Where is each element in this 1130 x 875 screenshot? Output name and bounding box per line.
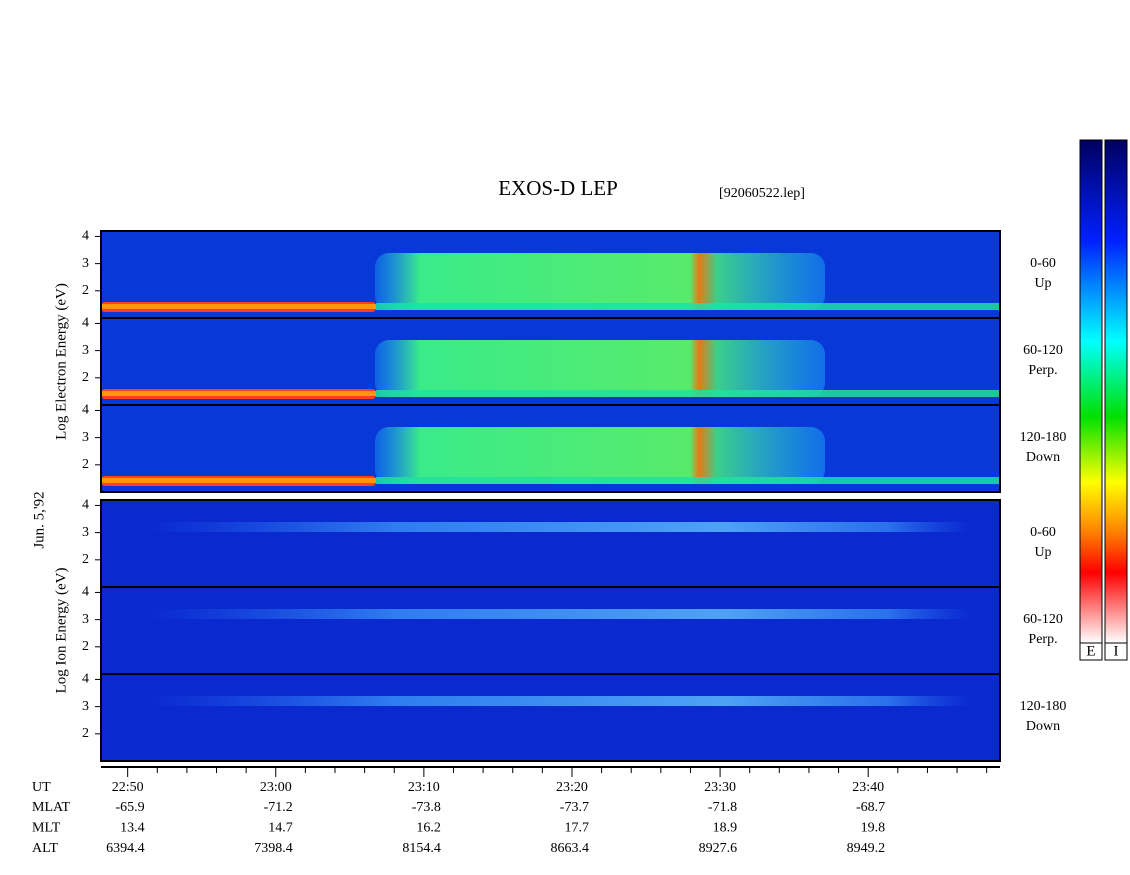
ephemeris-value: -73.8: [412, 800, 441, 815]
y-tick-label: 4: [82, 585, 89, 600]
date-label: Jun. 5,'92: [31, 491, 47, 548]
ephemeris-value: -68.7: [856, 800, 885, 815]
ephemeris-value: 8154.4: [402, 841, 441, 856]
ephemeris-value: 17.7: [564, 821, 589, 836]
colorbar-label: E: [1086, 643, 1095, 659]
y-tick-label: 4: [82, 498, 89, 513]
spectrogram-feature: [376, 477, 1000, 484]
channel-label: 0-60: [1030, 525, 1056, 540]
spectrogram-feature: [150, 609, 970, 619]
spectrogram-feature: [375, 427, 825, 484]
ephemeris-value: -71.8: [708, 800, 737, 815]
channel-label: Up: [1034, 276, 1051, 291]
spectrogram-feature: [376, 390, 1000, 397]
spectrogram-feature: [375, 340, 825, 397]
channel-label: Down: [1026, 450, 1060, 465]
channel-label: 60-120: [1023, 612, 1063, 627]
ephemeris-value: 14.7: [268, 821, 293, 836]
row-label: MLAT: [32, 800, 71, 815]
y-axis-title: Log Ion Energy (eV): [53, 568, 69, 694]
y-tick-label: 2: [82, 283, 89, 298]
channel-label: 60-120: [1023, 343, 1063, 358]
channel-label: Up: [1034, 545, 1051, 560]
x-tick-label: 22:50: [112, 780, 144, 795]
spectrogram-panel: [101, 500, 1000, 587]
ephemeris-value: -73.7: [560, 800, 589, 815]
y-tick-label: 4: [82, 229, 89, 244]
ephemeris-value: 8927.6: [699, 841, 738, 856]
y-axis-title: Log Electron Energy (eV): [53, 283, 69, 440]
y-tick-label: 2: [82, 726, 89, 741]
y-tick-label: 4: [82, 403, 89, 418]
row-label: ALT: [32, 841, 58, 856]
y-tick-label: 3: [82, 699, 89, 714]
colorbar-box: [1104, 642, 1128, 661]
y-tick-label: 3: [82, 256, 89, 271]
colorbar: [1104, 139, 1128, 644]
y-tick-label: 2: [82, 552, 89, 567]
spectrogram-feature: [101, 391, 376, 396]
chart-title: EXOS-D LEP: [498, 176, 618, 200]
y-tick-label: 3: [82, 612, 89, 627]
y-tick-label: 3: [82, 525, 89, 540]
row-label: MLT: [32, 821, 61, 836]
y-tick-label: 2: [82, 457, 89, 472]
ephemeris-value: 6394.4: [106, 841, 145, 856]
ephemeris-value: 8949.2: [847, 841, 886, 856]
y-tick-label: 3: [82, 430, 89, 445]
spectrogram-feature: [150, 696, 970, 706]
ephemeris-value: 18.9: [713, 821, 738, 836]
spectrogram-feature: [375, 253, 825, 310]
channel-label: 120-180: [1020, 699, 1067, 714]
ephemeris-value: 13.4: [120, 821, 145, 836]
row-label: UT: [32, 780, 51, 795]
y-tick-label: 2: [82, 639, 89, 654]
panel-frame: [100, 404, 1001, 493]
channel-label: Perp.: [1028, 632, 1057, 647]
spectrogram-feature: [101, 304, 376, 309]
y-tick-label: 4: [82, 672, 89, 687]
y-tick-label: 4: [82, 316, 89, 331]
spectrogram-feature: [150, 522, 970, 532]
ephemeris-value: 16.2: [416, 821, 441, 836]
ephemeris-value: 7398.4: [254, 841, 293, 856]
ephemeris-value: -65.9: [115, 800, 144, 815]
channel-label: Down: [1026, 719, 1060, 734]
x-tick-label: 23:10: [408, 780, 440, 795]
panel-frame: [100, 673, 1001, 762]
y-tick-label: 2: [82, 370, 89, 385]
spectrogram-panel: [101, 674, 1000, 761]
spectrogram-feature: [101, 478, 376, 483]
x-tick-label: 23:20: [556, 780, 588, 795]
spectrogram-panel: [101, 587, 1000, 674]
ephemeris-value: 8663.4: [550, 841, 589, 856]
x-tick-label: 23:40: [852, 780, 884, 795]
ephemeris-value: -71.2: [264, 800, 293, 815]
colorbar-label: I: [1114, 643, 1119, 659]
channel-label: 0-60: [1030, 256, 1056, 271]
x-tick-label: 23:30: [704, 780, 736, 795]
ephemeris-value: 19.8: [861, 821, 886, 836]
x-tick-label: 23:00: [260, 780, 292, 795]
y-tick-label: 3: [82, 343, 89, 358]
channel-label: 120-180: [1020, 430, 1067, 445]
file-label: [92060522.lep]: [719, 186, 805, 201]
channel-label: Perp.: [1028, 363, 1057, 378]
colorbar: [1079, 139, 1103, 644]
spectrogram-feature: [376, 303, 1000, 310]
colorbar-box: [1079, 642, 1103, 661]
